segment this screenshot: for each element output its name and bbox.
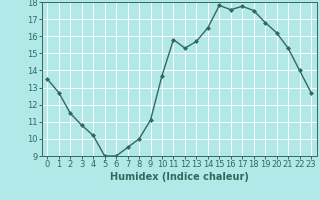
X-axis label: Humidex (Indice chaleur): Humidex (Indice chaleur)	[110, 172, 249, 182]
